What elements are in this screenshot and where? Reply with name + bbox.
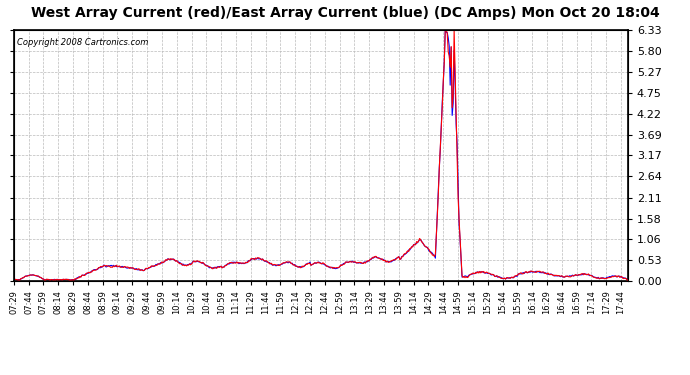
Text: West Array Current (red)/East Array Current (blue) (DC Amps) Mon Oct 20 18:04: West Array Current (red)/East Array Curr…	[30, 6, 660, 20]
Text: Copyright 2008 Cartronics.com: Copyright 2008 Cartronics.com	[17, 38, 148, 46]
